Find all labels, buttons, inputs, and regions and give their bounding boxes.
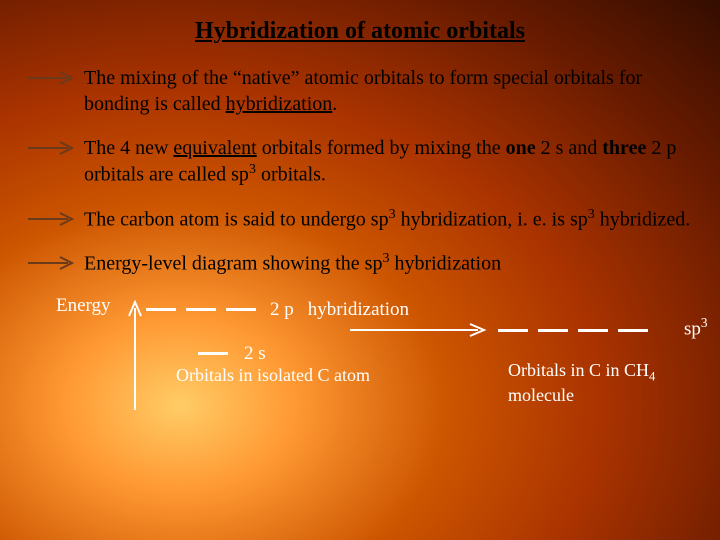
sp3-label: sp3 xyxy=(684,315,708,340)
arrow-icon xyxy=(28,212,76,226)
energy-diagram: Energy 2 p hybridization 2 s Orbitals in… xyxy=(28,295,692,425)
p-orbitals: 2 p hybridization xyxy=(146,299,409,321)
orbital-dash xyxy=(538,329,568,332)
orbital-dash xyxy=(198,352,228,355)
energy-axis-label: Energy xyxy=(56,295,111,317)
orbital-dash xyxy=(578,329,608,332)
slide-title: Hybridization of atomic orbitals xyxy=(28,18,692,45)
bullet-3: The carbon atom is said to undergo sp3 h… xyxy=(28,206,692,233)
orbital-dash xyxy=(618,329,648,332)
orbital-dash xyxy=(186,308,216,311)
orbital-dash xyxy=(146,308,176,311)
bullet-1-text: The mixing of the “native” atomic orbita… xyxy=(84,65,692,117)
bullet-2-text: The 4 new equivalent orbitals formed by … xyxy=(84,135,692,188)
energy-axis-arrow-icon xyxy=(128,300,142,410)
orbital-dash xyxy=(498,329,528,332)
orbital-dash xyxy=(226,308,256,311)
bullet-1: The mixing of the “native” atomic orbita… xyxy=(28,65,692,117)
bullet-3-text: The carbon atom is said to undergo sp3 h… xyxy=(84,206,690,233)
bullet-4: Energy-level diagram showing the sp3 hyb… xyxy=(28,250,692,277)
s-label: 2 s xyxy=(244,343,266,364)
p-label: 2 p xyxy=(270,299,294,320)
arrow-icon xyxy=(28,141,76,155)
s-orbital: 2 s xyxy=(198,343,266,365)
hybridization-label: hybridization xyxy=(308,299,409,320)
hybridization-arrow-icon xyxy=(350,323,490,337)
bullet-2: The 4 new equivalent orbitals formed by … xyxy=(28,135,692,188)
arrow-icon xyxy=(28,71,76,85)
ch4-label: Orbitals in C in CH4 molecule xyxy=(508,360,692,406)
bullet-4-text: Energy-level diagram showing the sp3 hyb… xyxy=(84,250,501,277)
sp3-orbitals xyxy=(498,321,654,339)
arrow-icon xyxy=(28,256,76,270)
isolated-label: Orbitals in isolated C atom xyxy=(176,365,370,387)
